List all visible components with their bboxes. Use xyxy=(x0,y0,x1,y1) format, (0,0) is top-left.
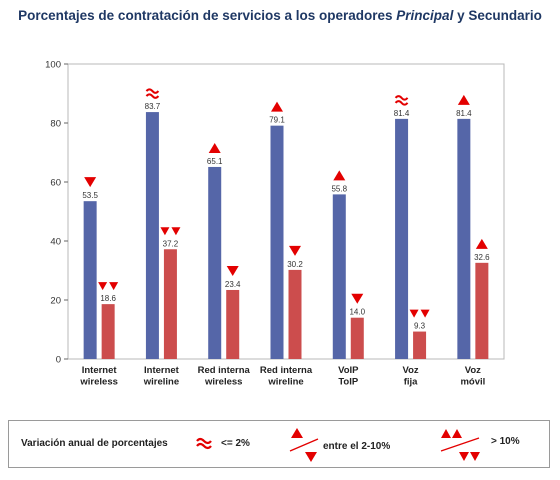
marker-up xyxy=(208,142,221,153)
bar-secundario xyxy=(288,269,302,359)
marker-down xyxy=(289,245,301,256)
x-tick-label: wireline xyxy=(143,377,179,388)
x-tick-label: fija xyxy=(404,377,418,388)
data-label: 9.3 xyxy=(414,322,426,331)
x-tick-label: Internet xyxy=(144,365,180,376)
data-label: 83.7 xyxy=(145,102,161,111)
marker-approx xyxy=(145,88,160,94)
data-label: 23.4 xyxy=(225,280,241,289)
y-tick-label: 100 xyxy=(45,60,61,71)
double-arrows-icon xyxy=(440,429,480,461)
data-label: 37.2 xyxy=(163,239,179,248)
marker-down-double xyxy=(409,309,419,318)
chart-markers xyxy=(84,88,488,318)
x-tick-label: wireless xyxy=(204,377,243,388)
marker-down-double xyxy=(420,309,430,318)
data-label: 53.5 xyxy=(82,191,98,200)
x-tick-label: Red interna xyxy=(260,365,313,376)
marker-down-double xyxy=(171,227,181,236)
legend-label-approx: <= 2% xyxy=(221,438,250,449)
marker-down-double xyxy=(98,282,108,291)
y-tick-label: 20 xyxy=(50,296,61,307)
bar-chart: 020406080100InternetwirelessInternetwire… xyxy=(45,60,505,388)
legend: Variación anual de porcentajes <= 2% ent… xyxy=(8,420,550,468)
bar-principal xyxy=(145,112,159,360)
y-tick-label: 60 xyxy=(50,178,61,189)
y-tick-label: 80 xyxy=(50,119,61,130)
x-tick-label: wireline xyxy=(267,377,303,388)
chart-axes: 020406080100InternetwirelessInternetwire… xyxy=(45,60,505,388)
x-tick-label: móvil xyxy=(460,377,485,388)
data-label: 30.2 xyxy=(287,260,303,269)
legend-title: Variación anual de porcentajes xyxy=(21,438,168,449)
chart-bars: 53.5 18.6 83.7 37.2 65.1 23.4 79.1 30.2 55.8 14.0… xyxy=(82,102,490,360)
y-tick-label: 40 xyxy=(50,237,61,248)
marker-down xyxy=(84,177,97,188)
bar-principal xyxy=(457,118,471,360)
marker-down-double xyxy=(160,227,170,236)
bar-principal xyxy=(395,118,409,360)
legend-label-double: > 10% xyxy=(491,436,520,447)
bar-principal xyxy=(83,201,97,359)
approx-icon xyxy=(196,437,212,450)
x-tick-label: Internet xyxy=(82,365,118,376)
data-label: 32.6 xyxy=(474,253,490,262)
data-label: 14.0 xyxy=(349,308,365,317)
data-label: 55.8 xyxy=(331,184,347,193)
marker-up xyxy=(333,170,346,181)
marker-up xyxy=(271,101,283,112)
bar-secundario xyxy=(350,317,364,359)
x-tick-label: Red interna xyxy=(198,365,251,376)
bar-secundario xyxy=(163,249,177,359)
bar-principal xyxy=(270,125,284,359)
marker-approx xyxy=(145,93,160,99)
marker-up xyxy=(475,238,488,249)
y-tick-label: 0 xyxy=(56,355,61,366)
data-label: 81.4 xyxy=(394,109,410,118)
marker-down-double xyxy=(109,282,119,291)
x-tick-label: Voz xyxy=(465,365,481,376)
bar-secundario xyxy=(475,262,489,359)
bar-secundario xyxy=(413,331,427,359)
bar-principal xyxy=(332,194,346,359)
x-tick-label: Voz xyxy=(402,365,418,376)
chart-title: Porcentajes de contratación de servicios… xyxy=(18,8,542,23)
bar-principal xyxy=(208,166,222,359)
bar-secundario xyxy=(226,289,240,359)
marker-down xyxy=(351,293,364,304)
bar-secundario xyxy=(101,304,115,359)
x-tick-label: ToIP xyxy=(338,377,359,388)
marker-approx xyxy=(394,95,409,101)
data-label: 65.1 xyxy=(207,157,223,166)
x-tick-label: VoIP xyxy=(338,365,359,376)
data-label: 81.4 xyxy=(456,109,472,118)
marker-down xyxy=(226,265,239,276)
plot-frame xyxy=(67,63,505,360)
legend-label-single: entre el 2-10% xyxy=(323,441,391,452)
single-arrows-icon xyxy=(289,428,319,462)
data-label: 18.6 xyxy=(100,294,116,303)
marker-approx xyxy=(394,100,409,106)
x-tick-label: wireless xyxy=(79,377,118,388)
data-label: 79.1 xyxy=(269,116,285,125)
marker-up xyxy=(457,94,470,105)
